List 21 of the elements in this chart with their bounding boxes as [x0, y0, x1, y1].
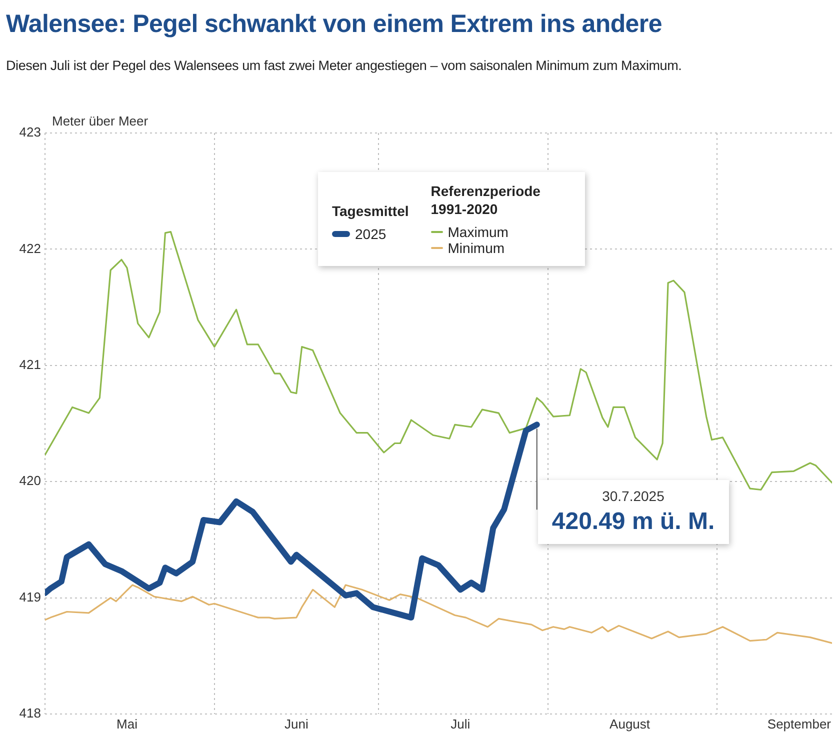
x-tick-label: Mai: [116, 716, 138, 732]
y-tick-label: 419: [19, 589, 41, 604]
chart-subtitle: Diesen Juli ist der Pegel des Walensees um fast zwei Meter angestiegen – vom saisonalen Minimum zum Maximum.: [6, 58, 682, 73]
y-tick-label: 421: [19, 356, 41, 372]
y-tick-label: 423: [19, 124, 41, 140]
annotation: 30.7.2025: [601, 488, 666, 504]
y-axis-title: Meter über Meer: [52, 114, 149, 129]
y-tick-label: 418: [19, 706, 41, 721]
legend-title: Tagesmittel: [332, 202, 409, 220]
x-tick-label: August: [610, 716, 650, 732]
x-tick-label: Juni: [284, 716, 308, 732]
y-tick-label: 422: [19, 240, 41, 256]
y-tick-label: 420: [19, 473, 41, 488]
x-tick-label: Juli: [450, 716, 470, 732]
legend-label: Maximum: [448, 224, 508, 240]
chart-title: Walensee: Pegel schwankt von einem Extrem ins andere: [6, 10, 662, 39]
legend-label: Minimum: [448, 240, 505, 256]
x-tick-label: September: [767, 716, 832, 732]
annotation: 420.49 m ü. M.: [552, 508, 715, 536]
legend-label: 2025: [355, 226, 386, 242]
annotation: Referenzperiode 1991-2020: [430, 182, 542, 218]
